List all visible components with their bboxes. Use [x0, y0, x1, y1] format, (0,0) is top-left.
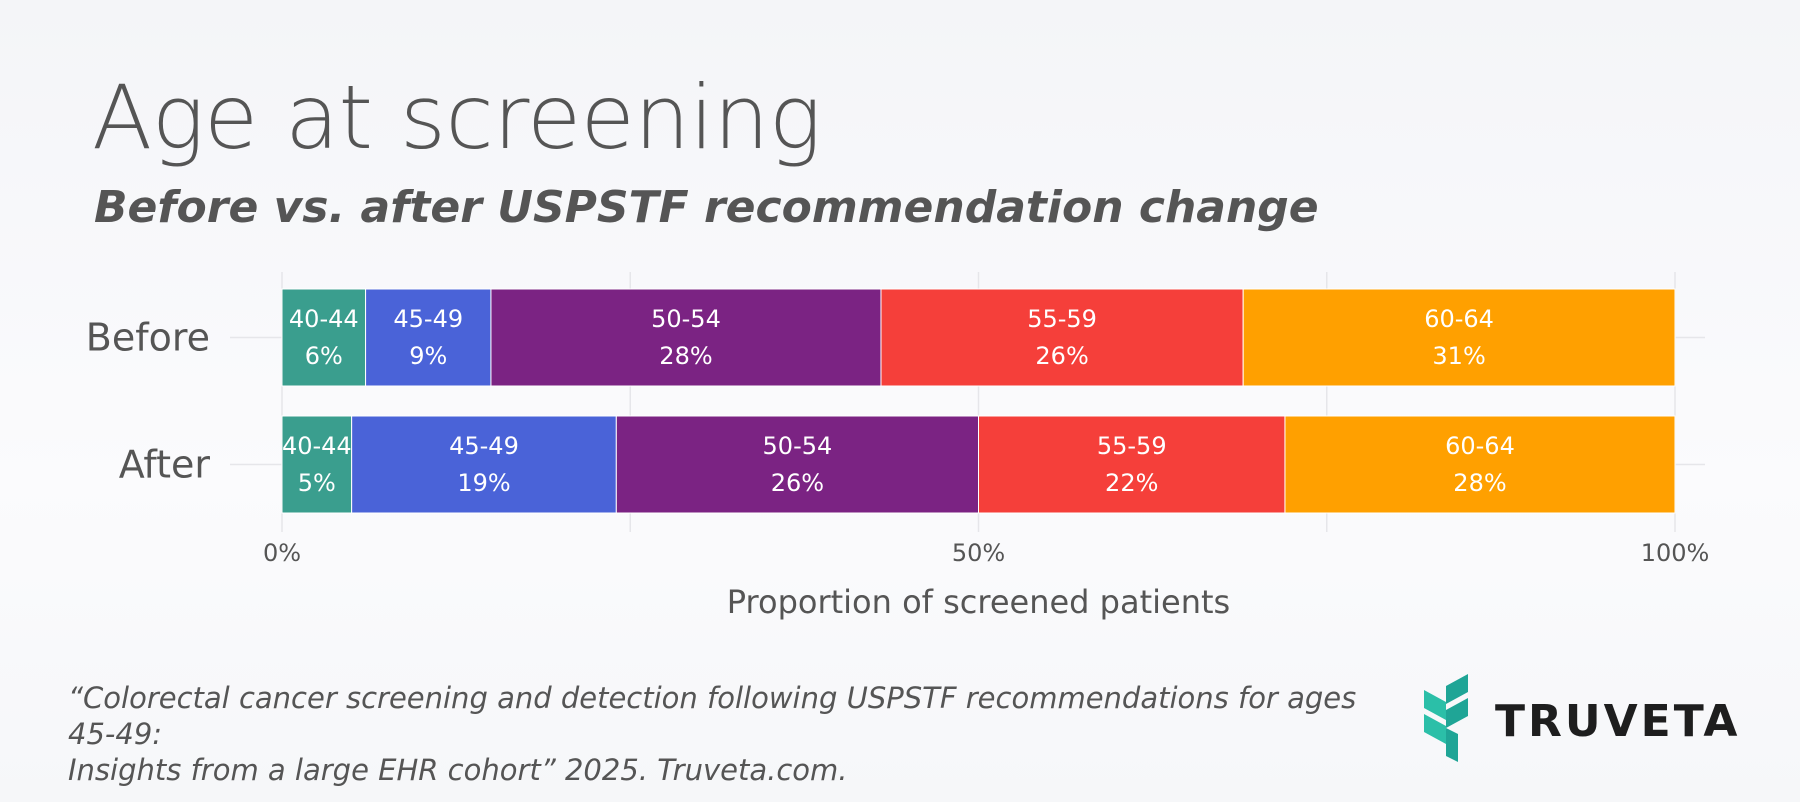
- data-label: 5%: [298, 469, 336, 497]
- data-label: 26%: [1035, 342, 1088, 370]
- segment-label: 60-64: [1424, 305, 1494, 333]
- bar-segment: [365, 288, 492, 387]
- x-tick-label: 100%: [1641, 539, 1710, 567]
- truveta-logo-mark-icon: [1424, 674, 1468, 762]
- segment-label: 50-54: [651, 305, 721, 333]
- logo-wordmark: TRUVETA: [1495, 696, 1741, 747]
- bar-segment: [615, 415, 979, 514]
- segment-label: 55-59: [1097, 432, 1167, 460]
- bar-segment: [281, 415, 353, 514]
- bar-segment: [490, 288, 882, 387]
- category-label: Before: [86, 316, 210, 360]
- citation-line-2: Insights from a large EHR cohort” 2025. …: [68, 753, 848, 787]
- x-axis-label: Proportion of screened patients: [727, 583, 1230, 621]
- stacked-bar-chart: Before After 40-44 6% 45-49 9% 50-54 28% 55-59 26…: [86, 272, 1710, 621]
- segment-label: 40-44: [282, 432, 352, 460]
- segment-label: 45-49: [393, 305, 463, 333]
- bar-segment: [1284, 415, 1676, 514]
- data-label: 31%: [1432, 342, 1485, 370]
- chart-title: Age at screening: [92, 66, 822, 169]
- truveta-logo: TRUVETA: [1420, 672, 1750, 762]
- data-label: 9%: [409, 342, 447, 370]
- x-tick-label: 0%: [263, 539, 301, 567]
- bar-segment: [1242, 288, 1676, 387]
- chart-subtitle: Before vs. after USPSTF recommendation c…: [94, 182, 1319, 233]
- x-tick-label: 50%: [952, 539, 1005, 567]
- segment-label: 50-54: [763, 432, 833, 460]
- bar-segment: [880, 288, 1244, 387]
- category-label: After: [119, 443, 211, 487]
- data-label: 28%: [1453, 469, 1506, 497]
- segment-label: 40-44: [289, 305, 359, 333]
- bar-segment: [978, 415, 1286, 514]
- bar-segment: [351, 415, 617, 514]
- data-label: 28%: [659, 342, 712, 370]
- data-label: 22%: [1105, 469, 1158, 497]
- citation-line-1: “Colorectal cancer screening and detecti…: [68, 681, 1357, 751]
- citation: “Colorectal cancer screening and detecti…: [68, 680, 1368, 788]
- bar-segment: [281, 288, 367, 387]
- data-label: 19%: [457, 469, 510, 497]
- segment-label: 60-64: [1445, 432, 1515, 460]
- segment-label: 55-59: [1027, 305, 1097, 333]
- segment-label: 45-49: [449, 432, 519, 460]
- data-label: 6%: [305, 342, 343, 370]
- data-label: 26%: [771, 469, 824, 497]
